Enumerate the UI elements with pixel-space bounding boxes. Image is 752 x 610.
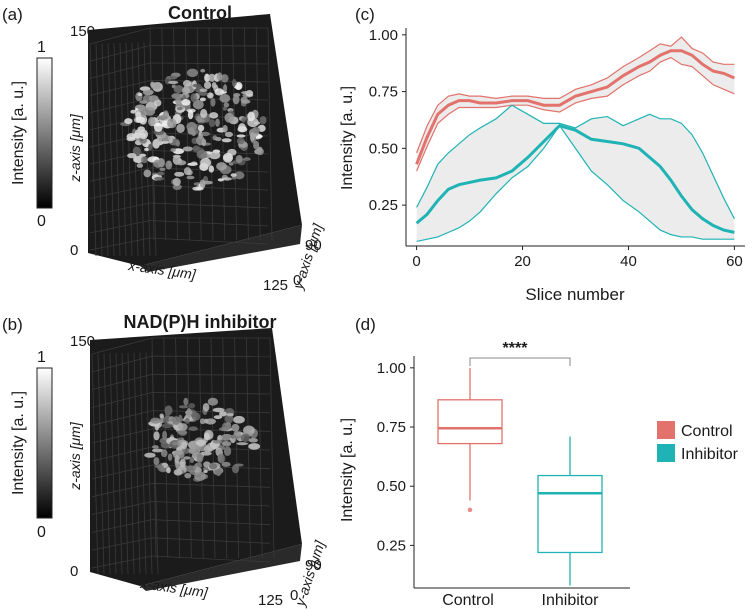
d-y-tick-label: 1.00	[377, 360, 406, 377]
z-max-b: 150	[70, 333, 95, 350]
panel-c: (c) 0 20 40 60 0.25 0.50 0.75 1.00 Slice number…	[339, 5, 745, 304]
legend-swatch-control	[657, 421, 675, 439]
d-category-inhibitor: Inhibitor	[542, 592, 600, 609]
significance-bracket	[469, 357, 571, 366]
colorbar-b-min: 0	[37, 524, 46, 541]
d-y-axis-title: Intensity [a. u.]	[339, 418, 356, 522]
series-control-mean	[415, 49, 735, 165]
panel-a: (a) Control 1 0 Intensity [a. u.] 150 0 …	[2, 3, 326, 294]
line-chart: 0 20 40 60 0.25 0.50 0.75 1.00	[369, 27, 745, 270]
colorbar-a-max: 1	[37, 39, 46, 56]
significance-stars: ****	[503, 340, 529, 357]
series-inhibitor-upper	[416, 104, 735, 220]
d-y-tick-label: 0.75	[377, 419, 406, 436]
panel-d: (d) 0.25 0.50 0.75 1.00 Intensity [a. u.] C…	[339, 315, 739, 609]
c-y-axis-title: Intensity [a. u.]	[339, 86, 356, 190]
legend-swatch-inhibitor	[657, 444, 675, 462]
volume-render-a	[88, 14, 302, 272]
x-max-b: 125	[258, 592, 283, 609]
z-min-b: 0	[70, 563, 78, 580]
z-axis-label-b: z-axis [μm]	[67, 421, 83, 491]
z-max-a: 150	[70, 23, 95, 40]
series-control-lower	[416, 56, 735, 172]
colorbar-a-label: Intensity [a. u.]	[10, 81, 27, 185]
c-y-tick-label: 0.75	[369, 84, 398, 101]
series-inhibitor-lower	[416, 124, 735, 243]
c-x-tick-label: 0	[412, 253, 420, 270]
panel-b-label: (b)	[2, 315, 23, 334]
box-plot: 0.25 0.50 0.75 1.00	[377, 356, 630, 589]
colorbar-b-max: 1	[37, 349, 46, 366]
c-x-tick-label: 60	[726, 253, 743, 270]
panel-b-title: NAD(P)H inhibitor	[124, 312, 277, 332]
legend-label-control: Control	[681, 423, 733, 440]
legend: Control Inhibitor	[657, 421, 739, 463]
x-min-a: 0	[293, 272, 301, 289]
colorbar-a	[36, 57, 53, 209]
z-min-a: 0	[70, 242, 78, 259]
series-control-upper	[416, 36, 735, 154]
c-y-tick-label: 0.50	[369, 140, 398, 157]
box-control-outlier	[467, 507, 473, 513]
d-category-control: Control	[442, 592, 494, 609]
x-min-b: 0	[290, 587, 298, 604]
c-x-tick-label: 40	[620, 253, 637, 270]
volume-render-b	[90, 328, 302, 591]
y-max-a: 90	[305, 237, 322, 254]
c-y-tick-label: 0.25	[369, 197, 398, 214]
c-y-tick-label: 1.00	[369, 27, 398, 44]
panel-a-title: Control	[168, 3, 232, 23]
d-y-tick-label: 0.25	[377, 537, 406, 554]
box-control-iqr	[437, 399, 503, 445]
panel-a-label: (a)	[2, 5, 23, 24]
c-x-tick-label: 20	[514, 253, 531, 270]
c-x-axis-title: Slice number	[525, 285, 625, 304]
legend-label-inhibitor: Inhibitor	[681, 446, 739, 463]
series-inhibitor-mean	[415, 123, 735, 234]
colorbar-a-min: 0	[37, 213, 46, 230]
panel-c-label: (c)	[355, 5, 375, 24]
panel-d-label: (d)	[355, 315, 376, 334]
y-max-b: 90	[305, 557, 322, 574]
panel-b: (b) NAD(P)H inhibitor 1 0 Intensity [a. …	[2, 312, 328, 609]
colorbar-b	[36, 367, 53, 519]
x-max-a: 125	[263, 277, 288, 294]
band-inhibitor	[416, 105, 735, 242]
box-inhibitor-iqr	[537, 474, 603, 554]
d-y-tick-label: 0.50	[377, 478, 406, 495]
colorbar-b-label: Intensity [a. u.]	[10, 391, 27, 495]
z-axis-label-a: z-axis [μm]	[67, 113, 83, 183]
